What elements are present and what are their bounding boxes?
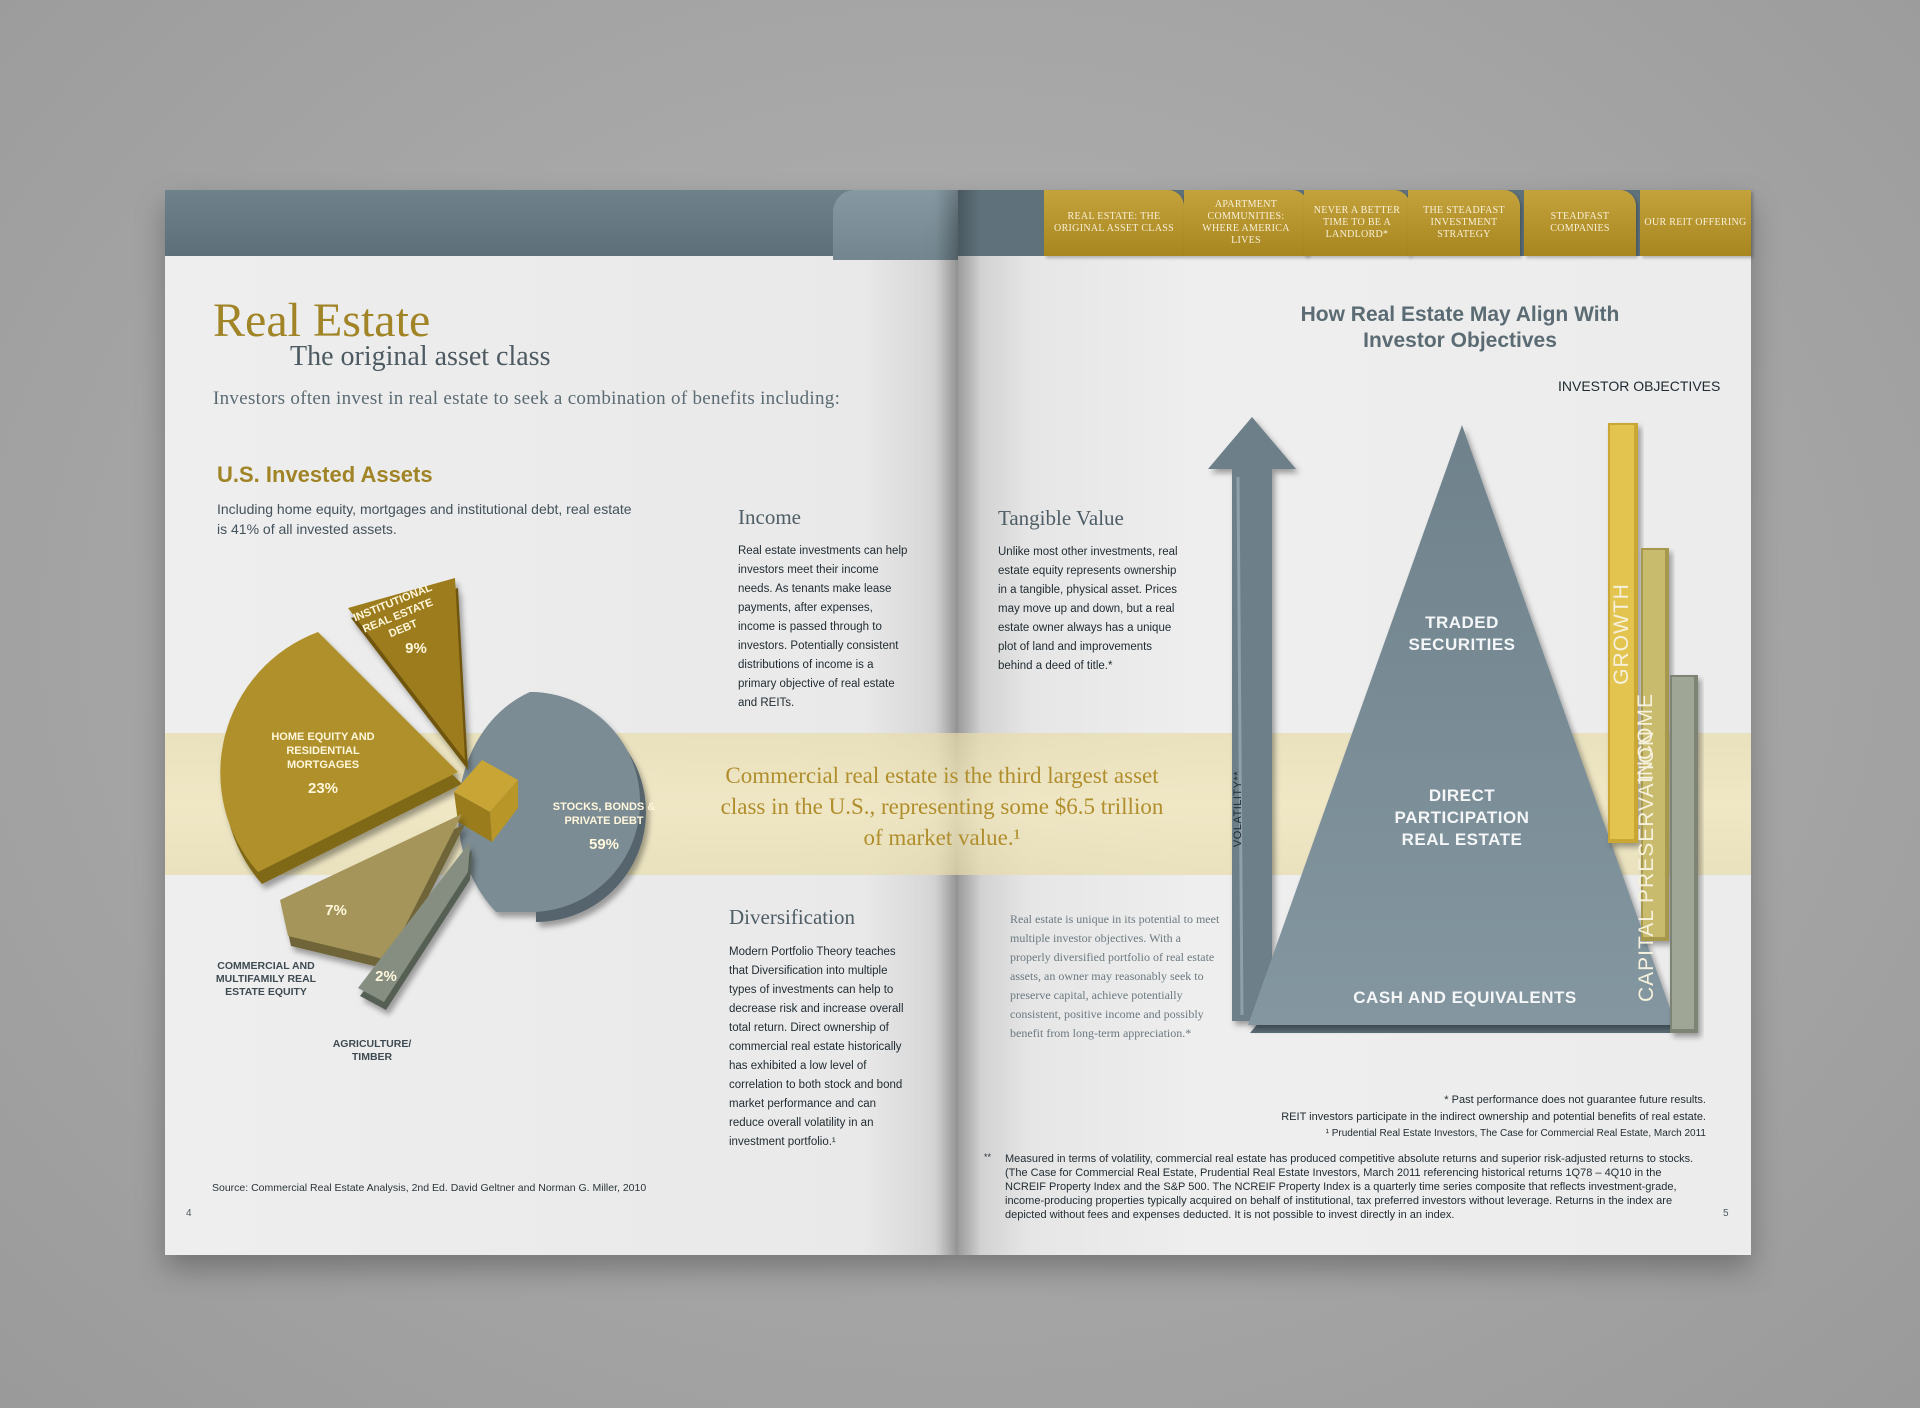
pie-pct-stocks: 59% [588, 836, 620, 853]
income-body: Real estate investments can help investo… [738, 545, 908, 709]
right-paragraph: Real estate is unique in its potential t… [1010, 912, 1220, 1040]
footnote-marker: ** [984, 1152, 992, 1162]
volatility-arrow [1208, 417, 1296, 1021]
footnote-reit-investors: REIT investors participate in the indire… [1281, 1111, 1706, 1123]
pie-label-stocks: STOCKS, BONDS & PRIVATE DEBT [552, 801, 656, 827]
page-title: Real Estate [213, 294, 431, 347]
tier-direct-participation: DIRECT PARTICIPATION REAL ESTATE [1394, 786, 1530, 849]
footnote-volatility: Measured in terms of volatility, commerc… [1005, 1153, 1694, 1221]
page-number-left: 4 [186, 1208, 192, 1219]
pie-label-home-equity: HOME EQUITY AND RESIDENTIAL MORTGAGES [271, 731, 375, 771]
volatility-label: VOLATILITY** [1232, 770, 1244, 848]
tangible-heading: Tangible Value [998, 506, 1124, 530]
nav-tab-investment-strategy[interactable]: THE STEADFAST INVESTMENT STRATEGY [1408, 190, 1520, 256]
income-heading: Income [738, 505, 801, 529]
pie-slice-institutional-debt [348, 578, 468, 770]
pie-slice-agriculture [358, 842, 472, 1010]
invested-assets-pie-chart [220, 578, 646, 1010]
source-note: Source: Commercial Real Estate Analysis,… [212, 1182, 647, 1194]
nav-tab-better-time[interactable]: NEVER A BETTER TIME TO BE A LANDLORD* [1304, 190, 1410, 256]
nav-tab-steadfast-companies[interactable]: STEADFAST COMPANIES [1524, 190, 1636, 256]
pie-pct-agriculture: 2% [375, 968, 397, 985]
nav-tab-reit-offering[interactable]: OUR REIT OFFERING [1640, 190, 1751, 256]
bar-income [1641, 548, 1669, 941]
pie-pct-institutional-debt: 9% [405, 640, 427, 657]
footnote-prudential: ¹ Prudential Real Estate Investors, The … [1325, 1128, 1706, 1139]
footnote-past-performance: * Past performance does not guarantee fu… [1444, 1094, 1706, 1106]
investor-objectives-label: INVESTOR OBJECTIVES [1558, 378, 1721, 394]
assets-heading: U.S. Invested Assets [217, 462, 433, 487]
tier-traded-securities: TRADED SECURITIES [1408, 613, 1516, 654]
tier-cash-equivalents: CASH AND EQUIVALENTS [1353, 988, 1577, 1007]
page-subtitle: The original asset class [290, 341, 551, 372]
tangible-body: Unlike most other investments, real esta… [998, 546, 1178, 672]
diversification-heading: Diversification [729, 905, 855, 929]
left-header-bar [165, 190, 958, 256]
nav-tab-apartment-communities[interactable]: APARTMENT COMMUNITIES: WHERE AMERICA LIV… [1184, 190, 1308, 256]
page-number-right: 5 [1723, 1208, 1729, 1219]
pie-slice-commercial-equity [280, 814, 465, 970]
right-page-title: How Real Estate May Align With Investor … [1300, 303, 1620, 352]
bar-label-capital-preservation: CAPITAL PRESERVATION [1635, 729, 1658, 1002]
intro-text: Investors often invest in real estate to… [213, 388, 841, 409]
bar-capital-preservation [1670, 675, 1698, 1033]
diversification-body: Modern Portfolio Theory teaches that Div… [729, 946, 904, 1148]
pie-slice-stocks [458, 692, 646, 922]
assets-description: Including home equity, mortgages and ins… [217, 501, 632, 537]
spine-shadow [935, 190, 981, 1255]
nav-tab-real-estate[interactable]: REAL ESTATE: THE ORIGINAL ASSET CLASS [1044, 190, 1184, 256]
pie-label-commercial-equity: COMMERCIAL AND MULTIFAMILY REAL ESTATE E… [215, 960, 317, 998]
pie-pct-home-equity: 23% [307, 780, 339, 797]
pie-pct-commercial-equity: 7% [325, 902, 347, 919]
investor-objectives-diagram [1208, 417, 1698, 1033]
pie-slice-home-equity [220, 632, 462, 884]
house-icon [454, 760, 518, 842]
bar-growth [1608, 423, 1638, 843]
left-header-tab [833, 190, 958, 260]
pyramid [1248, 425, 1676, 1025]
pull-quote: Commercial real estate is the third larg… [720, 763, 1164, 850]
pie-label-agriculture: AGRICULTURE/ TIMBER [332, 1038, 412, 1063]
bar-label-growth: GROWTH [1610, 583, 1633, 685]
